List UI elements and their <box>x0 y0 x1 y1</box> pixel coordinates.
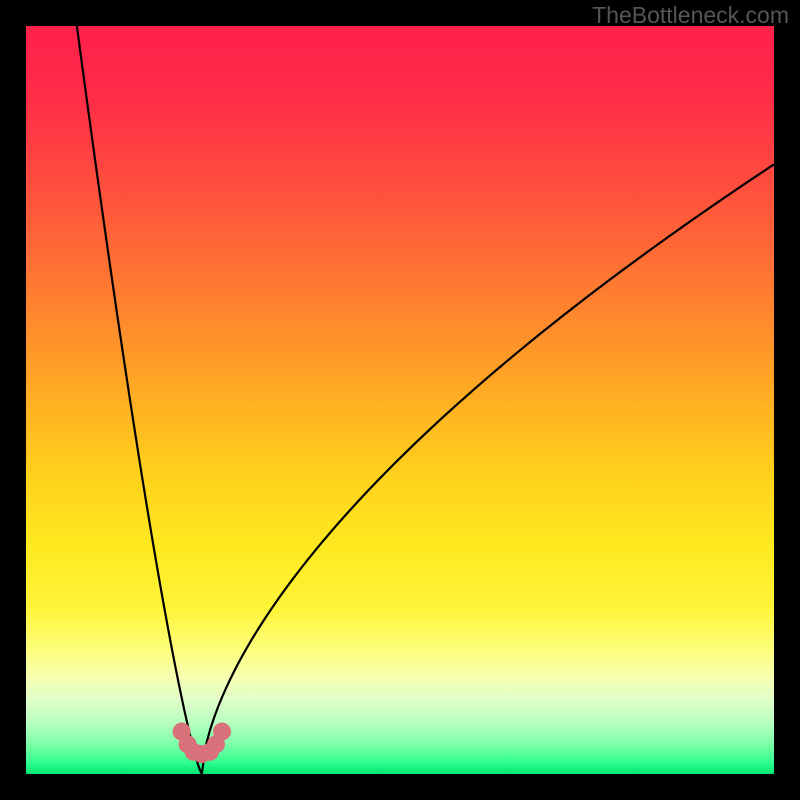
gradient-background <box>26 26 774 774</box>
optimal-marker <box>213 723 231 741</box>
bottleneck-chart <box>0 0 800 800</box>
watermark-text: TheBottleneck.com <box>592 2 789 29</box>
watermark-label: TheBottleneck.com <box>592 2 789 28</box>
